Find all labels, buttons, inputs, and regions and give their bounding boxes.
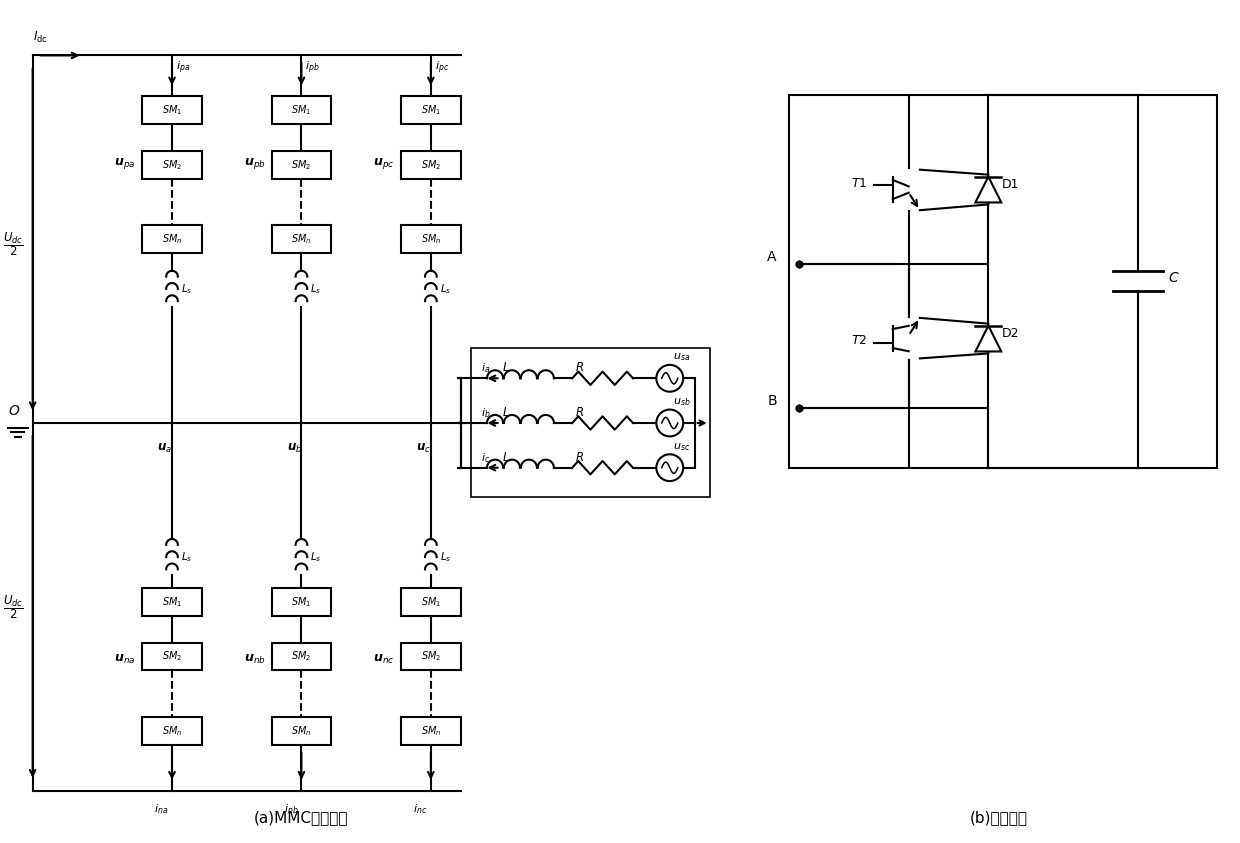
Text: (a)MMC拓扑结构: (a)MMC拓扑结构: [254, 810, 348, 825]
Text: $L_s$: $L_s$: [181, 550, 192, 564]
Text: $\boldsymbol{u}_{pb}$: $\boldsymbol{u}_{pb}$: [244, 156, 265, 171]
Text: $\boldsymbol{u}_{pc}$: $\boldsymbol{u}_{pc}$: [373, 156, 394, 171]
Text: $SM_2$: $SM_2$: [420, 650, 441, 663]
Text: $i_c$: $i_c$: [481, 451, 490, 464]
Circle shape: [656, 410, 683, 437]
Bar: [272, 642, 331, 670]
Bar: [272, 588, 331, 615]
Bar: [401, 151, 461, 179]
Text: $SM_n$: $SM_n$: [161, 233, 182, 246]
Bar: [272, 151, 331, 179]
Text: D2: D2: [1001, 326, 1019, 340]
Circle shape: [656, 365, 683, 392]
Text: $SM_n$: $SM_n$: [161, 724, 182, 738]
Bar: [401, 225, 461, 253]
Text: $R$: $R$: [575, 406, 584, 419]
Text: $R$: $R$: [575, 362, 584, 374]
Text: $\boldsymbol{u}_{b}$: $\boldsymbol{u}_{b}$: [286, 442, 301, 455]
Text: $SM_1$: $SM_1$: [420, 103, 441, 117]
Bar: [789, 95, 1218, 468]
Text: B: B: [768, 395, 777, 408]
Text: $SM_1$: $SM_1$: [420, 595, 441, 609]
Text: $SM_1$: $SM_1$: [162, 595, 182, 609]
Text: (b)模块单元: (b)模块单元: [970, 810, 1027, 825]
Text: $\dfrac{U_{dc}}{2}$: $\dfrac{U_{dc}}{2}$: [2, 593, 24, 620]
Text: $SM_2$: $SM_2$: [162, 650, 182, 663]
Text: $SM_2$: $SM_2$: [420, 158, 441, 172]
Text: $I_{\mathrm{dc}}$: $I_{\mathrm{dc}}$: [32, 30, 47, 45]
Text: $SM_1$: $SM_1$: [291, 595, 311, 609]
Text: $L$: $L$: [501, 406, 510, 419]
Text: $i_a$: $i_a$: [481, 362, 490, 375]
Bar: [272, 225, 331, 253]
Text: $SM_2$: $SM_2$: [291, 158, 311, 172]
Text: $\boldsymbol{u}_{c}$: $\boldsymbol{u}_{c}$: [415, 442, 430, 455]
Text: $u_{sc}$: $u_{sc}$: [673, 441, 689, 453]
Text: $\boldsymbol{u}_{a}$: $\boldsymbol{u}_{a}$: [157, 442, 172, 455]
Text: $SM_2$: $SM_2$: [162, 158, 182, 172]
Text: $u_{sa}$: $u_{sa}$: [673, 352, 691, 363]
Text: $L_s$: $L_s$: [310, 550, 322, 564]
Text: $O$: $O$: [7, 404, 20, 418]
Text: $u_{sb}$: $u_{sb}$: [673, 396, 691, 408]
Text: $i_{pb}$: $i_{pb}$: [305, 60, 320, 76]
Text: $i_{nb}$: $i_{nb}$: [284, 803, 298, 816]
Bar: [471, 348, 709, 497]
Text: $T2$: $T2$: [851, 334, 867, 346]
Bar: [143, 717, 202, 745]
Bar: [401, 717, 461, 745]
Text: $L$: $L$: [501, 362, 510, 374]
Bar: [401, 588, 461, 615]
Text: $SM_n$: $SM_n$: [291, 233, 311, 246]
Text: $\boldsymbol{u}_{nb}$: $\boldsymbol{u}_{nb}$: [244, 652, 265, 665]
Bar: [401, 642, 461, 670]
Circle shape: [656, 454, 683, 481]
Text: A: A: [768, 250, 776, 264]
Bar: [272, 96, 331, 124]
Text: $SM_1$: $SM_1$: [162, 103, 182, 117]
Bar: [143, 588, 202, 615]
Text: $L_s$: $L_s$: [440, 550, 451, 564]
Text: $T1$: $T1$: [851, 176, 867, 190]
Text: $L_s$: $L_s$: [440, 282, 451, 296]
Text: $L$: $L$: [501, 451, 510, 464]
Text: D1: D1: [1001, 178, 1019, 191]
Text: $i_{na}$: $i_{na}$: [154, 803, 169, 816]
Text: $SM_n$: $SM_n$: [291, 724, 311, 738]
Text: $SM_n$: $SM_n$: [420, 724, 441, 738]
Text: $\boldsymbol{u}_{na}$: $\boldsymbol{u}_{na}$: [114, 652, 135, 665]
Text: $i_b$: $i_b$: [481, 406, 490, 420]
Bar: [143, 151, 202, 179]
Text: $L_s$: $L_s$: [181, 282, 192, 296]
Text: $i_{nc}$: $i_{nc}$: [413, 803, 427, 816]
Text: $i_{pa}$: $i_{pa}$: [176, 60, 190, 76]
Text: $\boldsymbol{u}_{nc}$: $\boldsymbol{u}_{nc}$: [373, 652, 394, 665]
Text: $SM_1$: $SM_1$: [291, 103, 311, 117]
Text: $i_{pc}$: $i_{pc}$: [435, 60, 449, 76]
Text: $C$: $C$: [1168, 271, 1179, 286]
Text: $\dfrac{U_{dc}}{2}$: $\dfrac{U_{dc}}{2}$: [2, 230, 24, 258]
Text: $\boldsymbol{u}_{pa}$: $\boldsymbol{u}_{pa}$: [114, 156, 135, 171]
Text: $SM_n$: $SM_n$: [420, 233, 441, 246]
Bar: [143, 96, 202, 124]
Bar: [143, 225, 202, 253]
Text: $L_s$: $L_s$: [310, 282, 322, 296]
Bar: [272, 717, 331, 745]
Text: $SM_2$: $SM_2$: [291, 650, 311, 663]
Bar: [401, 96, 461, 124]
Bar: [143, 642, 202, 670]
Text: $R$: $R$: [575, 451, 584, 464]
